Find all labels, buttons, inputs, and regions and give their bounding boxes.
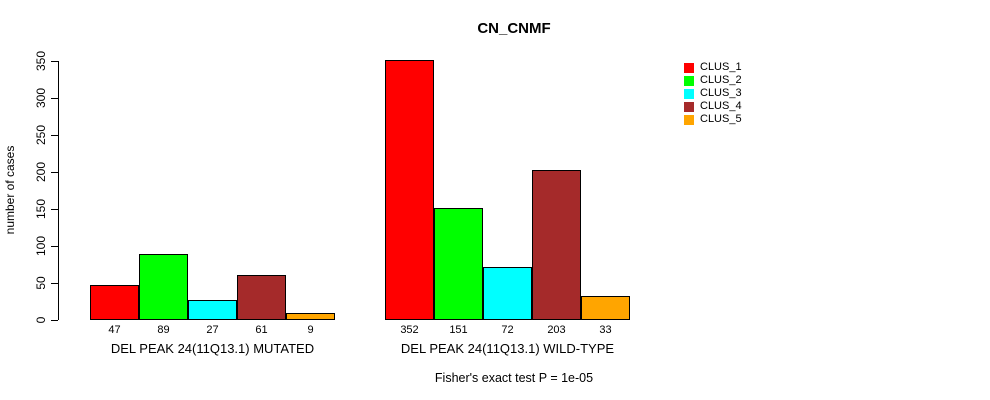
y-axis-label: number of cases: [3, 145, 17, 235]
bar-value-label: 352: [400, 324, 419, 336]
y-axis-tick: [51, 97, 58, 99]
bar-value-label: 33: [599, 324, 612, 336]
legend-swatch: [684, 114, 694, 125]
y-axis-tick: [51, 245, 58, 247]
y-axis-tick: [51, 208, 58, 210]
bar-clus_1-group2: [385, 59, 434, 320]
y-tick-label: 300: [34, 87, 48, 109]
group-label: DEL PEAK 24(11Q13.1) WILD-TYPE: [400, 341, 615, 356]
y-tick-label: 350: [34, 50, 48, 72]
y-tick-label: 200: [34, 161, 48, 183]
legend-label: CLUS_1: [700, 61, 742, 73]
legend-swatch: [684, 101, 694, 112]
bar-clus_3-group1: [188, 300, 237, 320]
y-tick-label: 100: [34, 235, 48, 257]
y-axis-tick: [51, 171, 58, 173]
legend-item: CLUS_4: [684, 100, 742, 113]
bar-value-label: 203: [547, 324, 566, 336]
stat-test-caption: Fisher's exact test P = 1e-05: [434, 371, 594, 385]
y-tick-label: 50: [34, 276, 48, 290]
bar-clus_3-group2: [483, 266, 532, 320]
y-tick-label: 250: [34, 124, 48, 146]
y-axis-tick: [51, 134, 58, 136]
legend-label: CLUS_3: [700, 87, 742, 99]
legend-item: CLUS_2: [684, 74, 742, 87]
bar-clus_5-group2: [581, 295, 630, 320]
legend-label: CLUS_2: [700, 74, 742, 86]
legend-label: CLUS_5: [700, 113, 742, 125]
bar-value-label: 47: [108, 324, 121, 336]
legend-swatch: [684, 88, 694, 99]
bar-clus_2-group2: [434, 208, 483, 320]
legend: CLUS_1 CLUS_2 CLUS_3 CLUS_4 CLUS_5: [684, 61, 742, 126]
legend-item: CLUS_1: [684, 61, 742, 74]
bar-value-label: 89: [157, 324, 170, 336]
legend-swatch: [684, 62, 694, 73]
bar-clus_5-group1: [286, 313, 335, 320]
bar-clus_4-group1: [237, 274, 286, 320]
y-axis-tick: [51, 282, 58, 284]
bar-value-label: 9: [307, 324, 314, 336]
legend-swatch: [684, 75, 694, 86]
bar-clus_2-group1: [139, 254, 188, 320]
legend-item: CLUS_5: [684, 113, 742, 126]
bar-value-label: 151: [449, 324, 468, 336]
bar-clus_4-group2: [532, 169, 581, 320]
legend-label: CLUS_4: [700, 100, 742, 112]
y-axis-tick: [51, 60, 58, 62]
y-axis-line: [58, 61, 59, 320]
group-label: DEL PEAK 24(11Q13.1) MUTATED: [110, 341, 315, 356]
bar-value-label: 61: [255, 324, 268, 336]
chart-title: CN_CNMF: [477, 20, 551, 37]
legend-item: CLUS_3: [684, 87, 742, 100]
y-axis-tick: [51, 319, 58, 321]
bar-value-label: 72: [501, 324, 514, 336]
bar-clus_1-group1: [90, 285, 139, 320]
bar-value-label: 27: [206, 324, 219, 336]
y-tick-label: 150: [34, 198, 48, 220]
y-tick-label: 0: [34, 316, 48, 324]
